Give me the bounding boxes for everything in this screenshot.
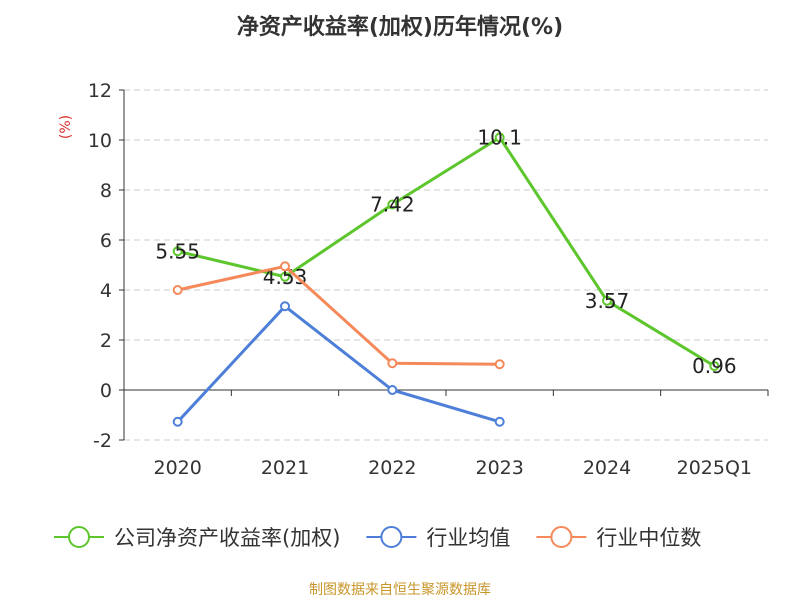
x-tick-label: 2024 [583, 457, 631, 479]
data-point [494, 416, 505, 427]
data-point [280, 261, 290, 272]
data-point [280, 301, 290, 312]
grid [124, 89, 768, 441]
series-line [176, 304, 501, 424]
x-tick-label: 2022 [368, 457, 416, 479]
legend: 公司净资产收益率(加权) 行业均值 行业中位数 [54, 526, 701, 550]
data-point [280, 271, 290, 282]
series-line [177, 264, 500, 366]
data-label: 3.57 [585, 289, 630, 313]
y-tick-label: 10 [88, 130, 112, 152]
data-point [709, 361, 720, 371]
data-label: 10.1 [477, 126, 522, 150]
legend-marker [380, 526, 403, 548]
data-point [387, 385, 398, 395]
legend-label: 行业均值 [426, 526, 510, 550]
data-point [494, 132, 505, 143]
data-point [602, 295, 612, 306]
y-tick-label: 2 [100, 330, 112, 352]
data-label: 5.55 [155, 239, 200, 263]
chart-title: 净资产收益率(加权)历年情况(%) [237, 14, 563, 40]
y-tick-label: 4 [100, 280, 112, 302]
legend-marker [550, 526, 573, 548]
series-line [177, 136, 716, 368]
y-tick-label: 6 [100, 230, 112, 252]
y-axis-label: (%) [58, 115, 74, 139]
axes: -2 0 2 4 6 8 10 12 2020 2021 2022 2023 2024 2025Q1 [88, 80, 769, 479]
legend-marker [68, 526, 90, 548]
x-tick-label: 2020 [153, 457, 201, 479]
y-tick-label: -2 [93, 430, 112, 452]
legend-label: 行业中位数 [596, 526, 701, 550]
data-point [172, 416, 183, 427]
y-tick-label: 8 [100, 180, 112, 202]
legend-label: 公司净资产收益率(加权) [114, 526, 340, 550]
x-tick-label: 2021 [261, 457, 309, 479]
x-tick-label: 2025Q1 [677, 457, 752, 479]
data-point [172, 246, 183, 257]
data-label: 0.96 [692, 354, 737, 378]
data-label: 7.42 [370, 193, 415, 217]
source-footer: 制图数据来自恒生聚源数据库 [309, 582, 491, 598]
data-point [494, 359, 505, 370]
x-tick-label: 2023 [475, 457, 523, 479]
data-point [172, 285, 183, 295]
data-point [387, 358, 398, 369]
y-tick-label: 12 [88, 80, 112, 102]
data-point [387, 199, 398, 210]
y-tick-label: 0 [100, 380, 112, 402]
